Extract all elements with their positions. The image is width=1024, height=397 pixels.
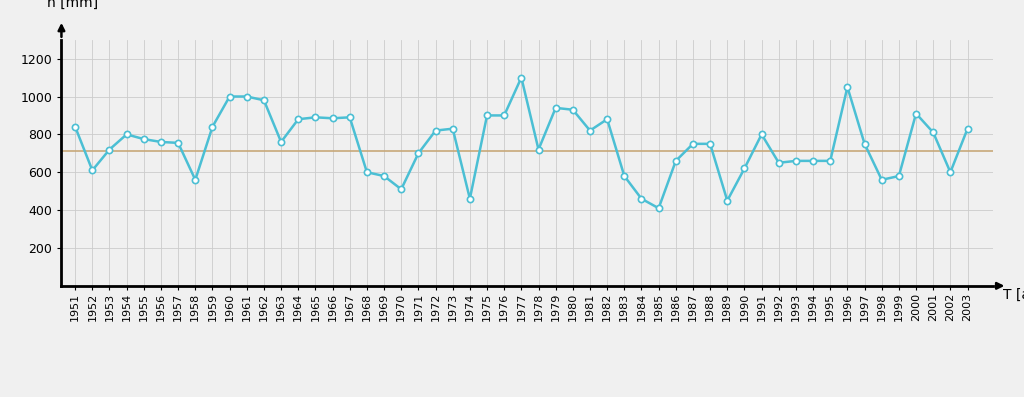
- Text: T [anni]: T [anni]: [1002, 288, 1024, 302]
- Text: h [mm]: h [mm]: [47, 0, 98, 10]
